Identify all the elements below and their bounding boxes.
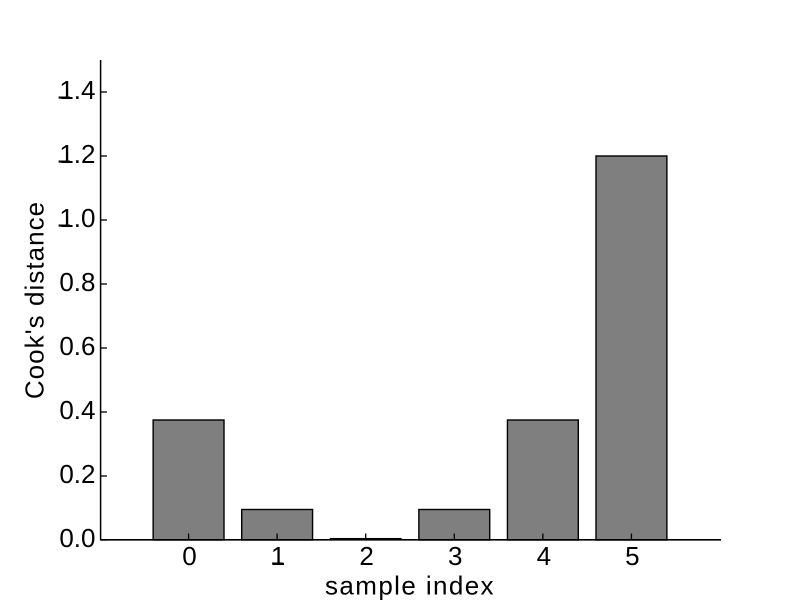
svg-text:4: 4 <box>537 541 551 571</box>
svg-text:Cook's distance: Cook's distance <box>20 201 50 399</box>
svg-text:2: 2 <box>359 541 373 571</box>
svg-text:0.8: 0.8 <box>59 267 95 297</box>
svg-text:1: 1 <box>271 541 285 571</box>
svg-text:0.4: 0.4 <box>59 395 95 425</box>
svg-text:sample index: sample index <box>325 571 495 600</box>
svg-text:1.2: 1.2 <box>59 139 95 169</box>
svg-text:1.4: 1.4 <box>59 75 95 105</box>
svg-text:0.6: 0.6 <box>59 331 95 361</box>
svg-text:5: 5 <box>625 541 639 571</box>
svg-text:0.2: 0.2 <box>59 459 95 489</box>
svg-text:3: 3 <box>448 541 462 571</box>
svg-text:0.0: 0.0 <box>59 523 95 553</box>
svg-text:1.0: 1.0 <box>59 203 95 233</box>
svg-text:0: 0 <box>182 541 196 571</box>
